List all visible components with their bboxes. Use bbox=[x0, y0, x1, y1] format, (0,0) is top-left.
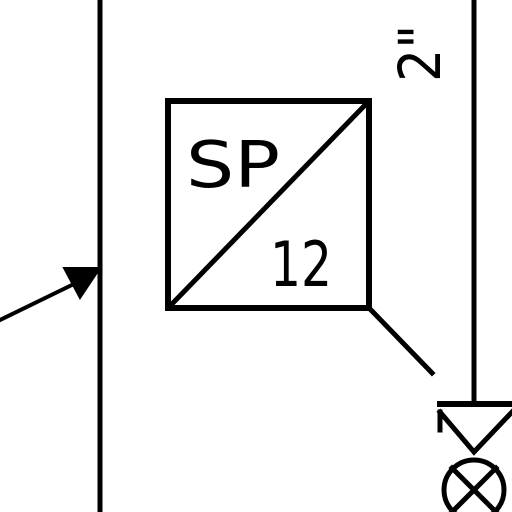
pipe-size-label: 2" bbox=[386, 25, 454, 82]
signal-connection-line bbox=[368, 307, 436, 377]
instrument-box: SP 12 bbox=[165, 98, 372, 311]
valve-icon bbox=[436, 401, 512, 512]
instrument-diagonal bbox=[167, 100, 370, 309]
instrument-tag-number: 12 bbox=[270, 228, 332, 301]
arrow-icon bbox=[0, 267, 102, 323]
instrument-tag-letters: SP bbox=[186, 129, 280, 203]
